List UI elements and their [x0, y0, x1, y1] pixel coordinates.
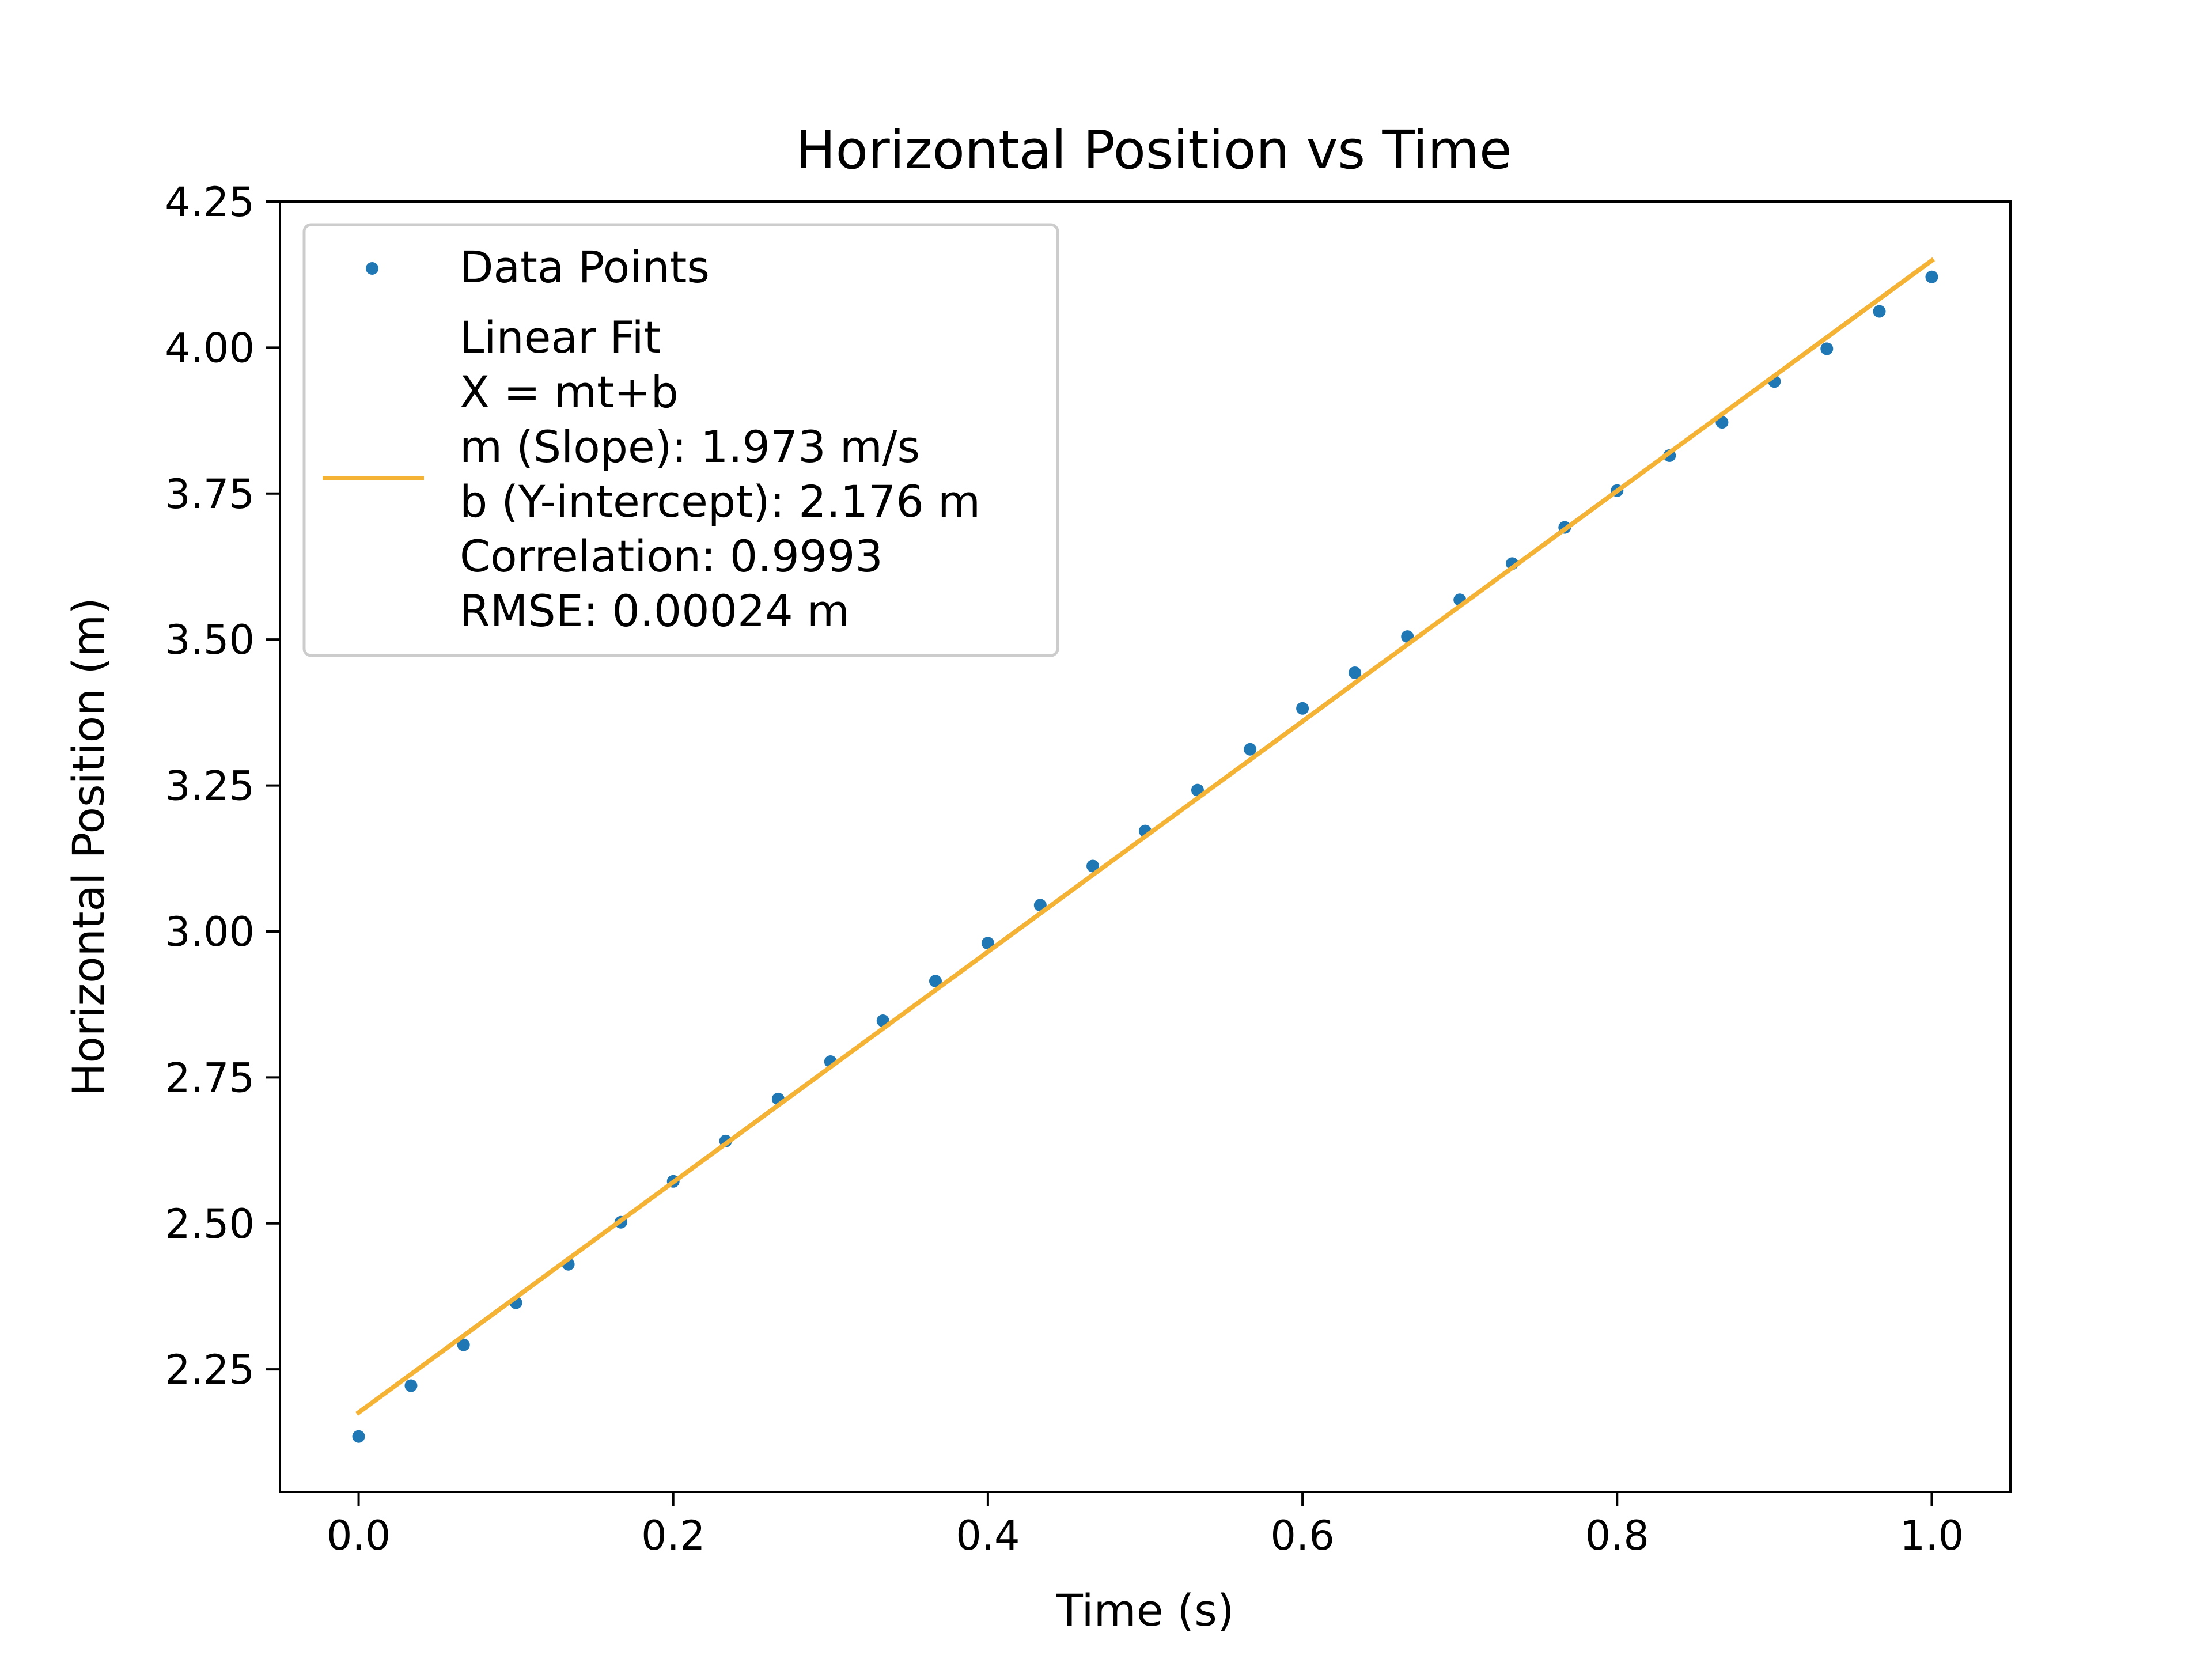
y-tick-label: 3.00	[165, 908, 255, 956]
data-point	[404, 1379, 418, 1392]
y-tick-label: 2.50	[165, 1200, 255, 1248]
data-point	[457, 1338, 470, 1351]
data-point	[929, 975, 942, 988]
legend-box	[302, 223, 1059, 657]
data-point	[1925, 270, 1938, 283]
x-tick-label: 0.8	[1585, 1512, 1649, 1559]
data-point	[1820, 342, 1834, 355]
y-tick-label: 2.25	[165, 1346, 255, 1393]
legend-label-linear-fit-line: RMSE: 0.00024 m	[460, 585, 850, 637]
axes-frame	[279, 200, 2012, 1493]
data-point	[1296, 702, 1309, 715]
data-point	[981, 937, 994, 950]
x-axis: 0.0 0.2 0.4 0.6 0.8 1.0	[327, 1492, 1964, 1559]
plot-area	[352, 257, 1938, 1443]
data-point	[352, 1430, 365, 1443]
x-tick-label: 0.4	[956, 1512, 1020, 1559]
y-tick-label: 4.25	[165, 179, 255, 226]
legend-label-linear-fit-line: X = mt+b	[460, 366, 679, 418]
y-tick-label: 3.25	[165, 763, 255, 810]
y-axis-label: Horizontal Position (m)	[63, 597, 114, 1096]
x-tick-label: 0.6	[1270, 1512, 1334, 1559]
data-point	[1086, 859, 1100, 873]
legend-label-linear-fit-line: Correlation: 0.9993	[460, 531, 883, 582]
data-point	[1349, 666, 1362, 679]
chart-title: Horizontal Position vs Time	[796, 119, 1512, 181]
data-point	[1244, 743, 1257, 756]
y-tick-label: 4.00	[165, 324, 255, 372]
legend-label-data-points: Data Points	[460, 241, 710, 293]
x-tick-label: 0.2	[641, 1512, 705, 1559]
legend-label-linear-fit-line: m (Slope): 1.973 m/s	[460, 421, 920, 472]
linear-fit-line	[355, 257, 1936, 1416]
y-tick-label: 2.75	[165, 1054, 255, 1101]
legend-label-linear-fit-line: Linear Fit	[460, 312, 661, 363]
y-axis: 2.25 2.50 2.75 3.00 3.25 3.50 3.75 4.00 4.25	[165, 179, 280, 1393]
x-axis-label: Time (s)	[1055, 1585, 1234, 1636]
data-point	[1873, 305, 1886, 318]
y-tick-label: 3.50	[165, 616, 255, 664]
y-tick-label: 3.75	[165, 471, 255, 518]
legend-marker-data-points	[366, 262, 378, 275]
x-tick-label: 0.0	[327, 1512, 391, 1559]
x-tick-label: 1.0	[1900, 1512, 1964, 1559]
legend-label-linear-fit-line: b (Y-intercept): 2.176 m	[460, 476, 980, 527]
